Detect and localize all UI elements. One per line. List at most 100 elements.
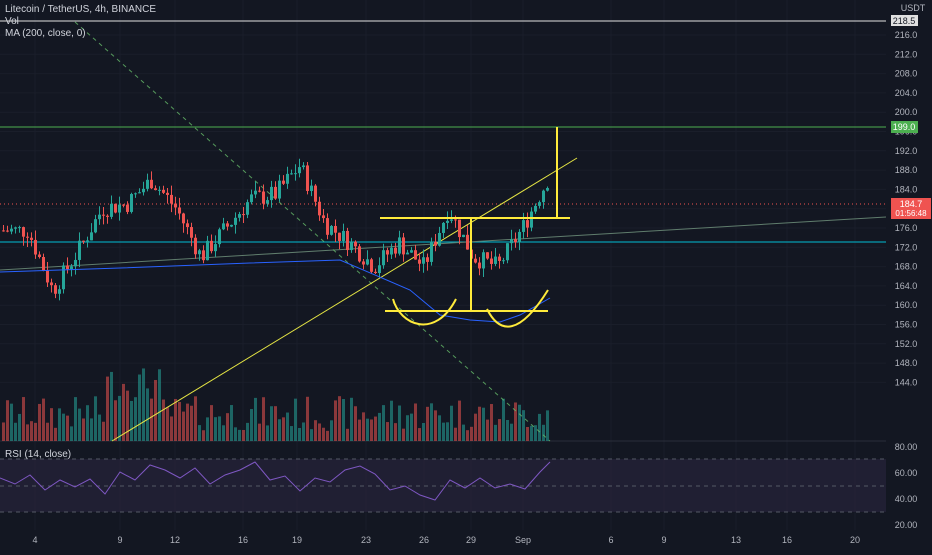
candle-body — [266, 200, 269, 204]
symbol-title[interactable]: Litecoin / TetherUS, 4h, BINANCE — [5, 4, 156, 15]
volume-bar — [14, 422, 17, 441]
volume-bar — [250, 409, 253, 441]
legend: Litecoin / TetherUS, 4h, BINANCE Vol MA … — [5, 4, 156, 40]
candle-body — [162, 189, 165, 193]
candle-body — [338, 232, 341, 241]
candle-body — [330, 225, 333, 235]
volume-bar — [378, 412, 381, 441]
time-axis[interactable]: 4 9 12 16 19 23 26 29 Sep 6 9 13 16 20 — [32, 535, 860, 545]
candle-body — [322, 215, 325, 219]
volume-bar — [146, 388, 149, 441]
price-tick-label: 184.0 — [895, 184, 918, 194]
volume-bar — [118, 395, 121, 441]
volume-bar — [182, 411, 185, 441]
candle-body — [326, 218, 329, 235]
candle-body — [150, 179, 153, 189]
volume-bar — [486, 419, 489, 441]
candle-body — [42, 256, 45, 271]
volume-bar — [402, 428, 405, 441]
volume-bar — [142, 368, 145, 441]
ascending-trendline[interactable] — [111, 157, 578, 442]
volume-bar — [78, 408, 81, 441]
volume-bar — [242, 429, 245, 441]
candle-body — [438, 232, 441, 246]
candle-body — [22, 227, 25, 237]
volume-bars — [2, 368, 549, 441]
candle-body — [502, 260, 505, 262]
time-tick-label: 12 — [170, 535, 180, 545]
candle-body — [222, 223, 225, 230]
right-bottom-arc[interactable] — [486, 289, 549, 328]
volume-bar — [282, 417, 285, 441]
volume-bar — [290, 426, 293, 441]
candle-body — [102, 214, 105, 216]
volume-bar — [310, 429, 313, 441]
volume-bar — [210, 405, 213, 441]
candle-body — [82, 240, 85, 242]
candle-body — [522, 220, 525, 232]
price-tick-label: 148.0 — [895, 358, 918, 368]
candle-body — [518, 231, 521, 243]
volume-bar — [30, 421, 33, 441]
volume-bar — [422, 422, 425, 441]
candle-body — [226, 223, 229, 227]
volume-bar — [298, 427, 301, 441]
candle-body — [14, 227, 17, 229]
candle-body — [106, 215, 109, 217]
time-tick-label: Sep — [515, 535, 531, 545]
rsi-tick-label: 80.00 — [895, 442, 918, 452]
candle-body — [230, 224, 233, 227]
volume-bar — [174, 398, 177, 441]
candle-body — [114, 203, 117, 213]
volume-bar — [226, 413, 229, 441]
candle-body — [2, 230, 5, 232]
volume-bar — [166, 407, 169, 441]
candle-body — [74, 259, 77, 267]
candle-body — [78, 240, 81, 260]
candle-body — [402, 237, 405, 255]
volume-bar — [538, 413, 541, 441]
rsi-legend[interactable]: RSI (14, close) — [5, 449, 72, 460]
axis-unit: USDT — [901, 3, 926, 13]
descending-trendline[interactable] — [74, 21, 551, 442]
ma-legend[interactable]: MA (200, close, 0) — [5, 28, 86, 39]
long-trendline[interactable] — [0, 216, 887, 271]
volume-bar — [302, 422, 305, 441]
left-bottom-arc[interactable] — [392, 298, 457, 326]
target-badge-label: 199.0 — [893, 122, 916, 132]
volume-bar — [206, 417, 209, 441]
candle-body — [262, 191, 265, 204]
volume-bar — [474, 413, 477, 441]
vol-legend[interactable]: Vol — [5, 16, 19, 27]
price-tick-label: 200.0 — [895, 107, 918, 117]
candle-body — [190, 227, 193, 238]
candle-body — [86, 240, 89, 242]
price-tick-label: 168.0 — [895, 262, 918, 272]
volume-bar — [134, 397, 137, 441]
candle-body — [414, 250, 417, 260]
volume-bar — [398, 405, 401, 441]
price-axis[interactable]: USDT 218.5 216.0212.0208.0204.0200.0196.… — [886, 0, 932, 550]
volume-bar — [110, 371, 113, 441]
time-tick-label: 13 — [731, 535, 741, 545]
volume-bar — [194, 396, 197, 441]
candle-body — [254, 190, 257, 195]
price-tick-label: 176.0 — [895, 223, 918, 233]
volume-bar — [530, 425, 533, 441]
rsi-ticks: 80.00 60.00 40.00 20.00 — [895, 442, 918, 530]
candle-body — [242, 214, 245, 216]
volume-bar — [218, 416, 221, 441]
price-tick-label: 216.0 — [895, 30, 918, 40]
candle-body — [462, 234, 465, 238]
candle-body — [274, 186, 277, 199]
candle-body — [490, 258, 493, 264]
volume-bar — [122, 383, 125, 441]
volume-bar — [158, 369, 161, 441]
candle-body — [178, 207, 181, 214]
pattern-drawing[interactable] — [380, 127, 570, 328]
volume-bar — [534, 425, 537, 441]
volume-bar — [502, 398, 505, 441]
volume-bar — [106, 376, 109, 441]
